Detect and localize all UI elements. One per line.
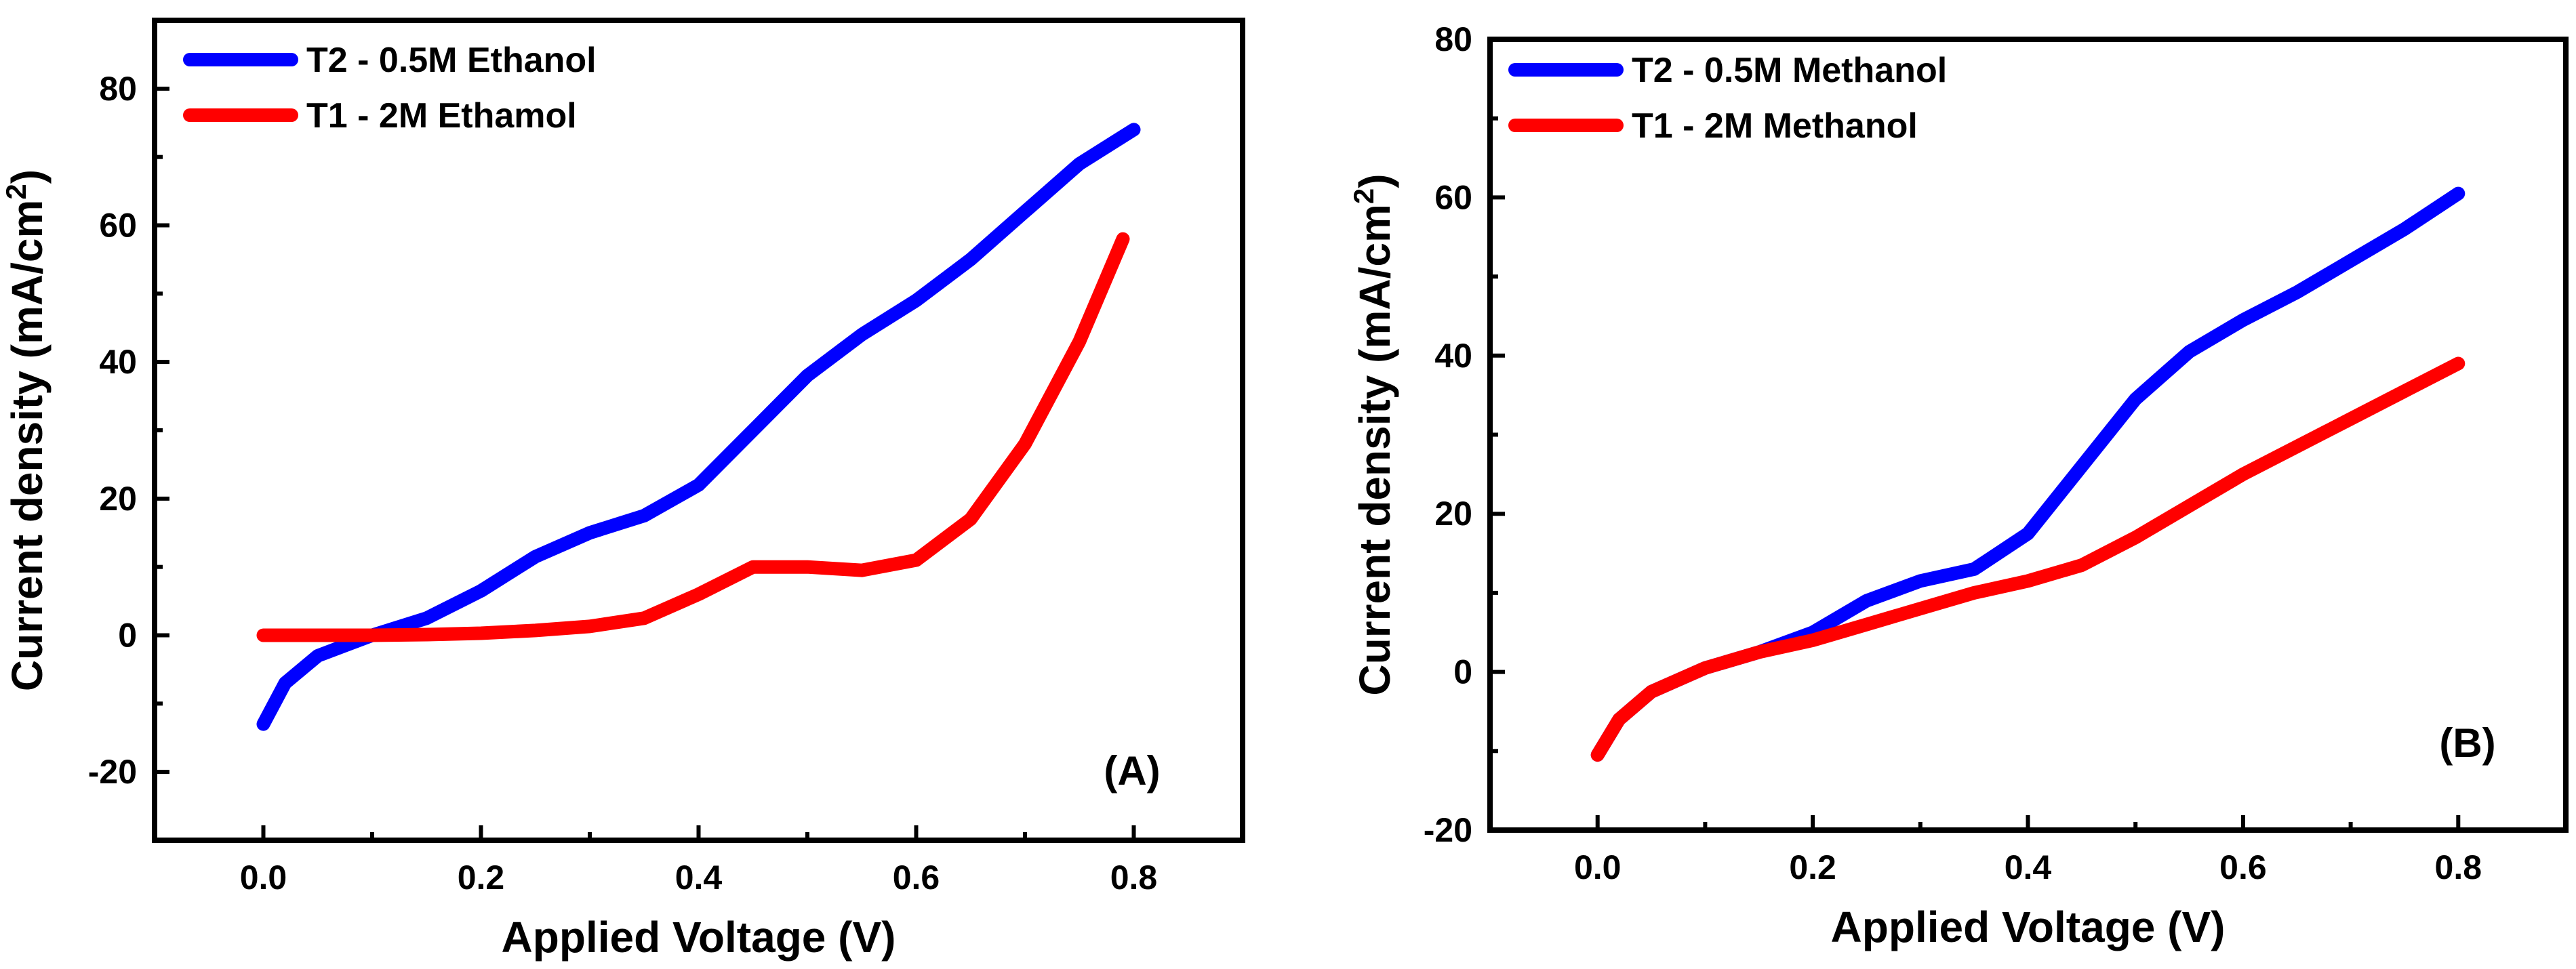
y-tick-label: -20 [1424, 811, 1472, 849]
panel-label: (B) [2439, 720, 2495, 766]
legend-label: T1 - 2M Methanol [1632, 106, 1918, 146]
y-tick-label: 40 [99, 343, 137, 381]
legend-label: T1 - 2M Ethamol [306, 96, 577, 136]
x-tick-label: 0.0 [240, 859, 287, 896]
series-line-t1 [256, 232, 1130, 642]
y-axis-title: Current density (mA/cm2) [0, 169, 52, 691]
y-tick-label: 0 [118, 617, 137, 655]
chart-panel-a: 0.0 0.2 0.4 0.6 0.8 -20 0 20 40 60 80 Applied Volta… [0, 18, 1245, 962]
y-tick-label: 60 [99, 207, 137, 245]
x-tick-label: 0.2 [1789, 848, 1836, 886]
series-line-t2 [1590, 186, 2466, 762]
y-axis-title: Current density (mA/cm2) [1348, 173, 1399, 695]
plot-frame [152, 18, 1245, 843]
x-tick-label: 0.8 [1110, 859, 1158, 896]
x-tick-label: 0.4 [675, 859, 723, 896]
plot-frame [1487, 37, 2569, 833]
x-tick-label: 0.2 [458, 859, 505, 896]
x-tick-label: 0.4 [2005, 848, 2052, 886]
panel-label: (A) [1104, 748, 1160, 793]
x-tick-label: 0.6 [893, 859, 940, 896]
legend-label: T2 - 0.5M Methanol [1632, 51, 1947, 90]
x-axis-title: Applied Voltage (V) [502, 913, 896, 962]
y-tick-label: 80 [1434, 20, 1472, 58]
y-tick-label: 60 [1434, 178, 1472, 216]
series-line-t1 [1590, 356, 2466, 762]
x-tick-label: 0.8 [2435, 848, 2482, 886]
x-axis-title: Applied Voltage (V) [1831, 903, 2226, 951]
y-tick-label: 20 [99, 480, 137, 518]
chart-panel-b: 0.0 0.2 0.4 0.6 0.8 -20 0 20 40 60 80 Applied Volta… [1348, 20, 2569, 951]
y-tick-label: 40 [1434, 337, 1472, 375]
x-tick-label: 0.6 [2219, 848, 2267, 886]
legend-label: T2 - 0.5M Ethanol [306, 41, 597, 80]
y-tick-label: 20 [1434, 495, 1472, 533]
y-tick-label: 80 [99, 70, 137, 108]
y-tick-label: 0 [1453, 653, 1472, 691]
y-tick-label: -20 [88, 753, 137, 791]
x-tick-label: 0.0 [1574, 848, 1622, 886]
